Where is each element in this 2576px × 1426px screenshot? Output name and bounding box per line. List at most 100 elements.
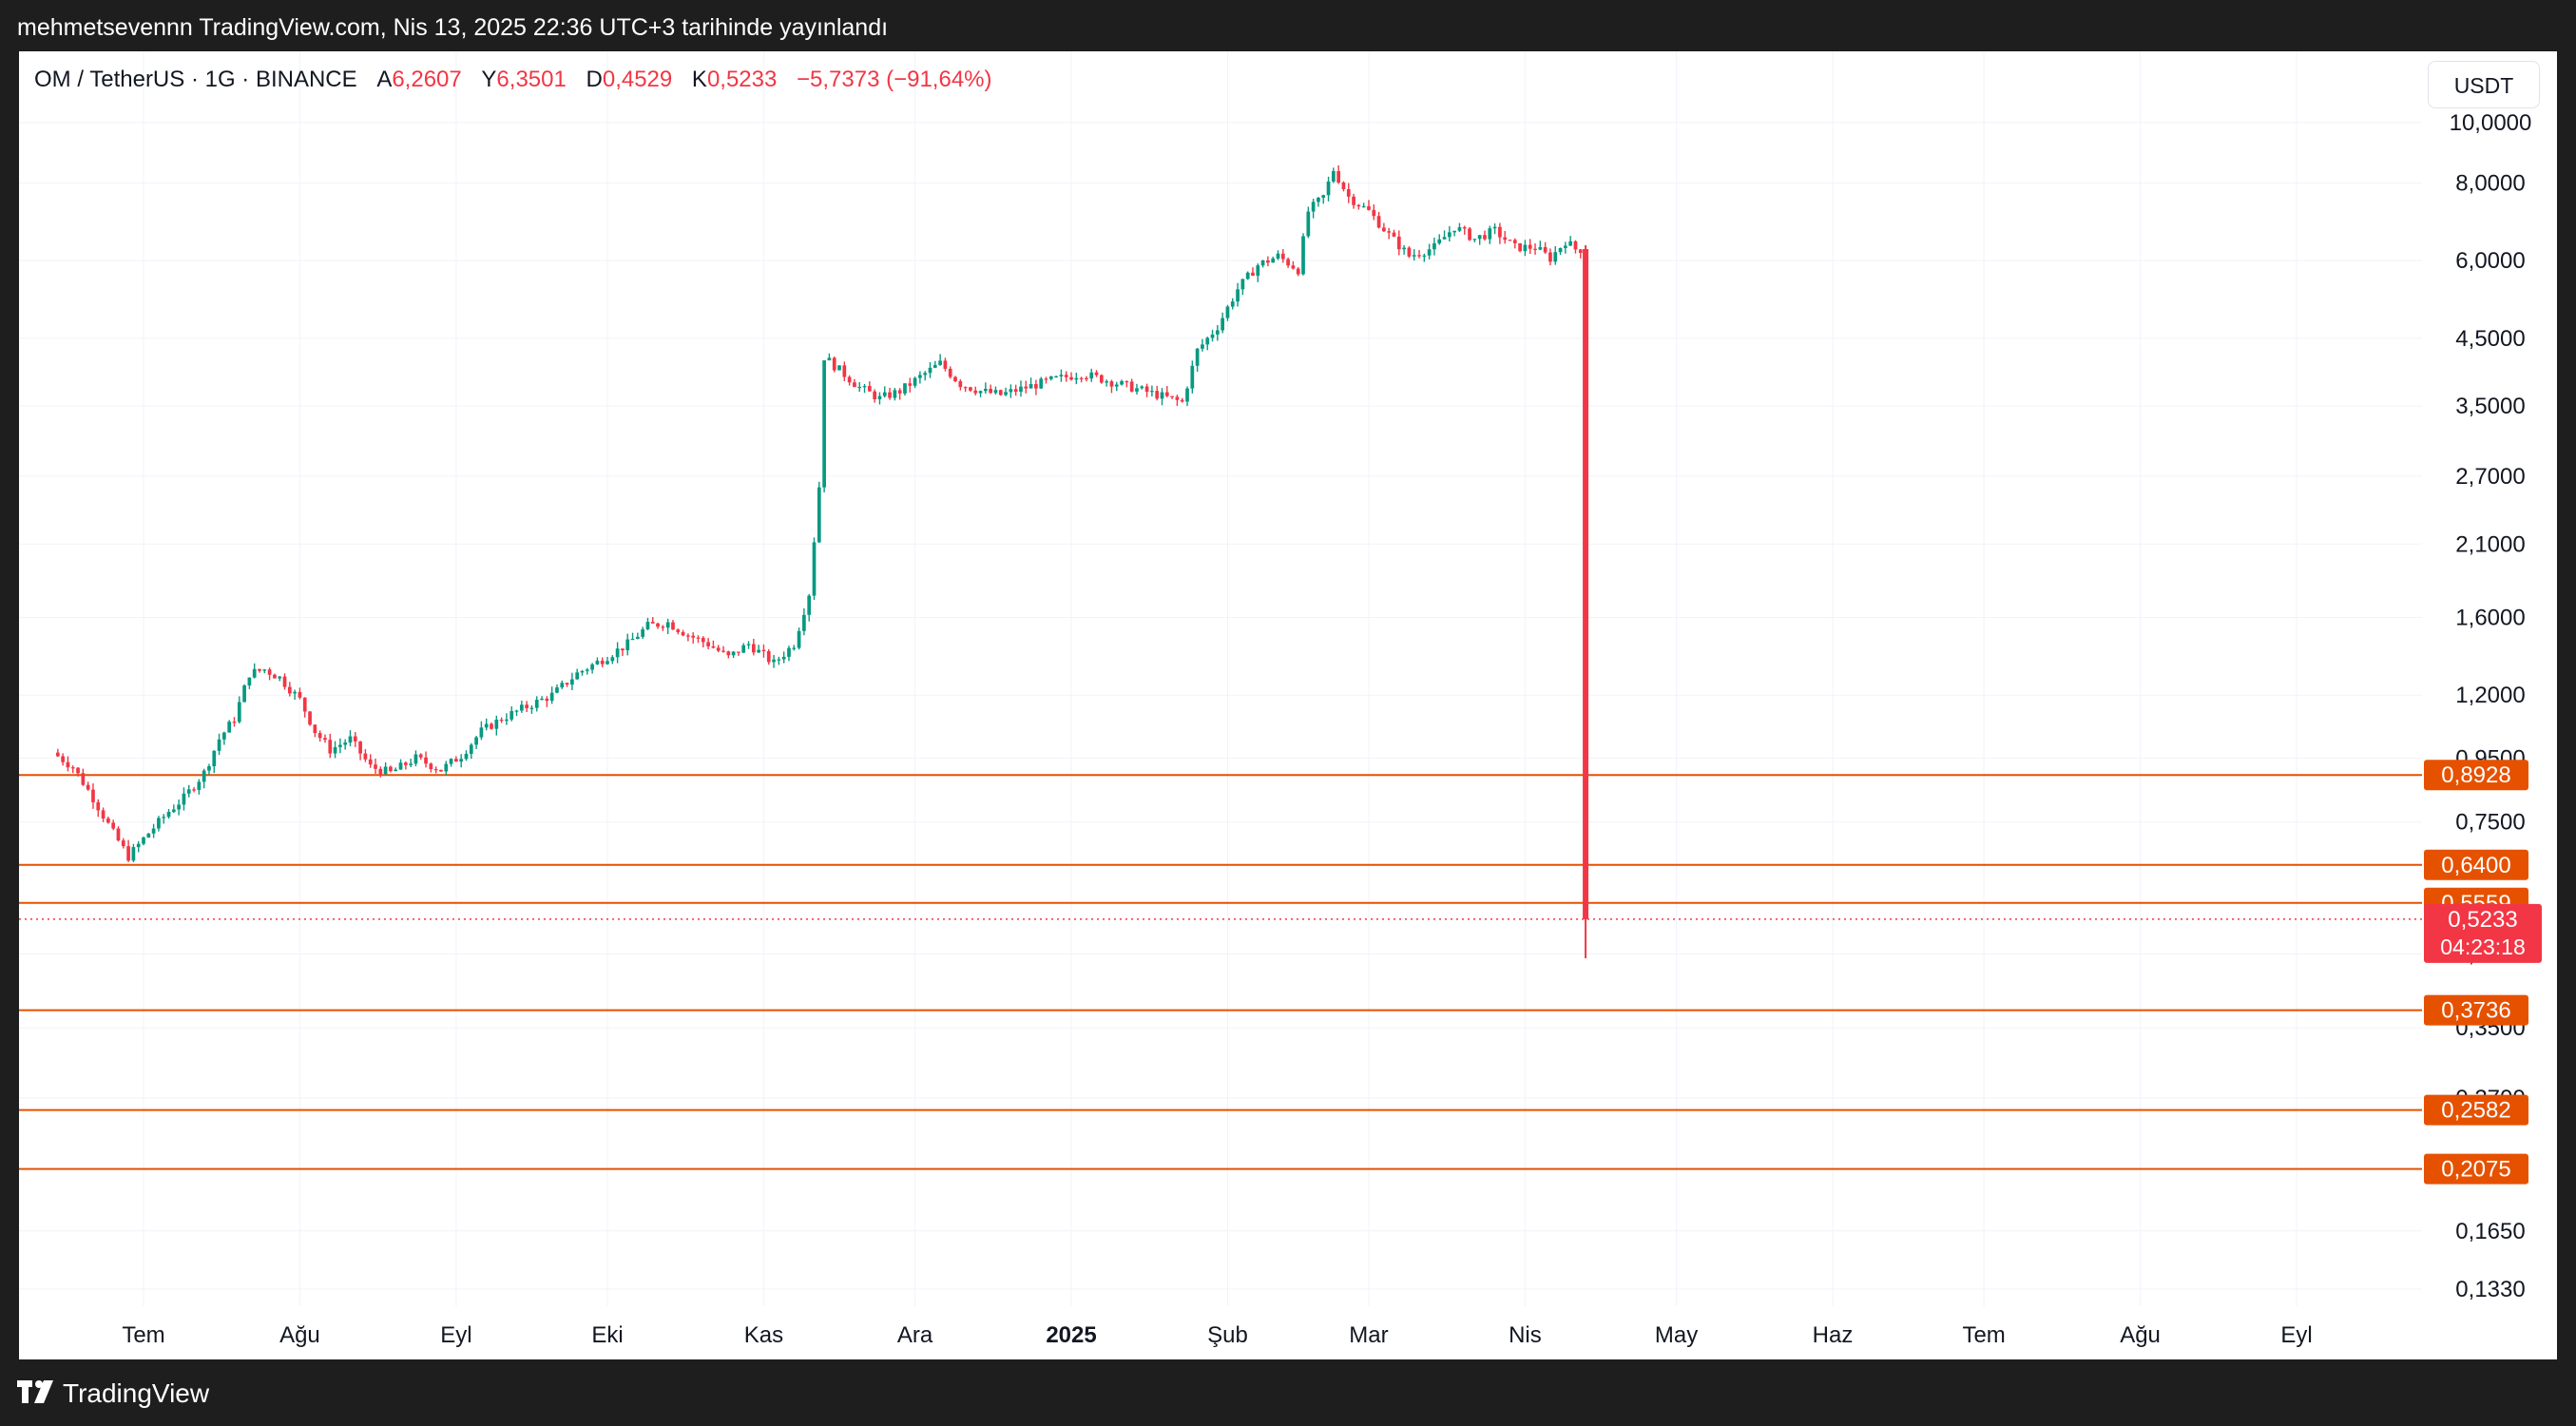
price-level-badge (2424, 1153, 2528, 1185)
price-chart[interactable]: 10,0000 8,0000 6,0000 4,5000 3,5000 2,7000 2,1… (19, 51, 2557, 1359)
candle-body (111, 822, 116, 829)
time-axis[interactable]: Tem Ağu Eyl Eki Kas Ara 2025 Şub Mar Nis May Haz Tem… (122, 1322, 2312, 1348)
candle (721, 646, 725, 653)
candle-body (267, 669, 272, 675)
candle-body (1215, 330, 1220, 335)
candle-body (1175, 396, 1180, 400)
price-tick-label: 3,5000 (2455, 394, 2525, 419)
high-label: Y (481, 67, 497, 92)
grid (19, 51, 2422, 1306)
candle-body (1396, 236, 1401, 250)
candle (81, 768, 86, 786)
candle-body (1099, 375, 1104, 383)
candle-body (897, 390, 902, 394)
candle (1125, 380, 1129, 388)
candle-body (1387, 231, 1392, 233)
candle (837, 365, 841, 371)
candle-body (338, 744, 342, 747)
candle (787, 646, 791, 662)
candle-body (227, 722, 232, 733)
candle (757, 645, 760, 653)
candle (1099, 374, 1104, 384)
candle (182, 787, 186, 811)
candle-body (494, 720, 499, 729)
candle (1205, 337, 1210, 351)
candle (983, 382, 988, 395)
candle-body (772, 659, 776, 663)
candle (1503, 230, 1508, 244)
symbol-title[interactable]: OM / TetherUS · 1G · BINANCE (34, 67, 357, 92)
candle-body (802, 614, 806, 631)
candle-body (1280, 253, 1285, 260)
candle (1028, 377, 1033, 389)
time-tick-label: Nis (1509, 1322, 1542, 1348)
candle-body (893, 390, 897, 398)
candle (368, 754, 373, 768)
candle-body (575, 672, 580, 680)
candle-body (600, 660, 605, 665)
candle-body (862, 386, 867, 388)
candle-body (509, 711, 514, 720)
candle (978, 390, 983, 397)
price-tick-label: 8,0000 (2455, 170, 2525, 196)
candle-body (737, 651, 740, 653)
candle (777, 656, 781, 665)
candle-body (222, 732, 226, 740)
candle (797, 627, 801, 650)
candle (1276, 250, 1280, 260)
candle (70, 765, 75, 774)
candle (908, 377, 913, 393)
candle (328, 733, 333, 759)
candle (772, 654, 776, 668)
time-tick-label: 2025 (1046, 1322, 1096, 1348)
candle (1085, 376, 1088, 382)
candle (766, 648, 771, 665)
time-tick-label: Kas (744, 1322, 783, 1348)
candle (873, 389, 877, 403)
candle (454, 756, 458, 762)
candle (469, 742, 473, 760)
candle (1109, 379, 1114, 394)
candle-body (953, 376, 957, 381)
candle-body (499, 720, 504, 722)
price-level-badge (2424, 1094, 2528, 1126)
candle (293, 689, 297, 701)
candle (857, 381, 862, 393)
candle (1039, 376, 1044, 390)
price-level-label: 0,3736 (2441, 998, 2510, 1024)
candle-body (948, 368, 952, 377)
candle-body (645, 622, 650, 629)
candle (1543, 241, 1548, 255)
candle-body (998, 390, 1003, 395)
chart-area[interactable]: 10,0000 8,0000 6,0000 4,5000 3,5000 2,7000 2,1… (19, 51, 2557, 1359)
candle-body (1105, 381, 1109, 383)
candle-body (691, 635, 696, 638)
candle (1256, 263, 1260, 282)
candle-body (635, 636, 640, 640)
candle (142, 837, 145, 846)
candle-body (1341, 182, 1346, 189)
candle (1296, 267, 1300, 277)
candle-body (308, 711, 312, 725)
candle (817, 481, 821, 544)
candle-body (842, 365, 847, 377)
candle (575, 668, 580, 680)
candle (308, 710, 312, 726)
candle-body (162, 817, 166, 819)
candle-body (1059, 375, 1064, 376)
candle-body (807, 595, 812, 615)
candle-body (1376, 216, 1381, 228)
price-tick-label: 2,1000 (2455, 531, 2525, 557)
candle-body (1114, 384, 1119, 387)
candle-body (70, 767, 75, 769)
candle-body (1528, 244, 1532, 249)
candle (741, 643, 746, 653)
candle (66, 756, 70, 772)
candle-body (827, 357, 832, 361)
currency-button[interactable]: USDT (2428, 61, 2540, 108)
candle (409, 759, 413, 767)
candle (1528, 239, 1532, 255)
candle-body (1240, 279, 1245, 290)
candle-body (1367, 205, 1371, 210)
candle-body (1064, 375, 1068, 377)
